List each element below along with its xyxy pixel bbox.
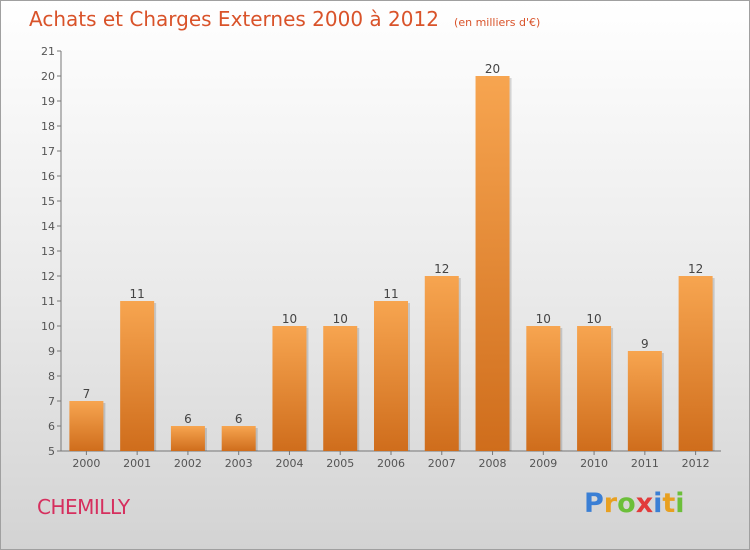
y-tick-label: 16 — [41, 170, 55, 183]
x-tick-label: 2000 — [72, 457, 100, 470]
bar-value-label: 6 — [235, 412, 243, 426]
bar-value-label: 10 — [536, 312, 551, 326]
bar — [475, 76, 510, 451]
y-tick-label: 9 — [48, 345, 55, 358]
logo-letter: i — [675, 488, 685, 519]
bar — [69, 401, 104, 451]
x-tick-label: 2001 — [123, 457, 151, 470]
title-block: Achats et Charges Externes 2000 à 2012 (… — [29, 7, 540, 31]
bar — [678, 276, 713, 451]
bar — [323, 326, 358, 451]
x-tick-label: 2004 — [275, 457, 303, 470]
logo-letter: r — [603, 488, 618, 519]
bar — [374, 301, 408, 451]
bar — [577, 326, 612, 451]
y-tick-label: 11 — [41, 295, 55, 308]
x-tick-label: 2012 — [682, 457, 710, 470]
x-tick-label: 2005 — [326, 457, 354, 470]
bars — [69, 76, 715, 451]
logo-letter: P — [584, 488, 604, 519]
bar-value-label: 9 — [641, 337, 649, 351]
x-tick-label: 2006 — [377, 457, 405, 470]
y-tick-label: 20 — [41, 70, 55, 83]
y-tick-label: 7 — [48, 395, 55, 408]
y-tick-label: 13 — [41, 245, 55, 258]
y-tick-label: 14 — [41, 220, 55, 233]
y-tick-label: 6 — [48, 420, 55, 433]
logo-letter: o — [617, 488, 636, 519]
y-tick-label: 8 — [48, 370, 55, 383]
y-tick-label: 21 — [41, 45, 55, 58]
bar-value-label: 10 — [586, 312, 601, 326]
bar — [526, 326, 561, 451]
logo-letter: i — [653, 488, 663, 519]
bar — [221, 426, 256, 451]
logo-letter: t — [662, 488, 676, 519]
y-tick-label: 18 — [41, 120, 55, 133]
y-tick-label: 17 — [41, 145, 55, 158]
x-tick-label: 2007 — [428, 457, 456, 470]
chart-unit: (en milliers d'€) — [454, 16, 541, 29]
bar-value-label: 11 — [383, 287, 398, 301]
bar-value-label: 20 — [485, 62, 500, 76]
bar — [627, 351, 662, 451]
x-tick-label: 2011 — [631, 457, 659, 470]
bar-value-label: 11 — [130, 287, 145, 301]
x-tick-label: 2008 — [479, 457, 507, 470]
x-tick-label: 2003 — [225, 457, 253, 470]
proxiti-logo[interactable]: Proxiti — [584, 488, 685, 519]
chart-title: Achats et Charges Externes 2000 à 2012 — [29, 7, 439, 31]
bar — [272, 326, 307, 451]
y-tick-label: 15 — [41, 195, 55, 208]
bar-value-label: 7 — [83, 387, 91, 401]
y-tick-label: 10 — [41, 320, 55, 333]
x-tick-label: 2010 — [580, 457, 608, 470]
commune-name: CHEMILLY — [37, 495, 130, 519]
bar-value-label: 10 — [282, 312, 297, 326]
logo-letter: x — [635, 488, 654, 519]
bar — [120, 301, 155, 451]
bar-value-label: 10 — [333, 312, 348, 326]
x-tick-label: 2009 — [529, 457, 557, 470]
y-tick-label: 19 — [41, 95, 55, 108]
bar — [424, 276, 459, 451]
bar-value-label: 12 — [434, 262, 449, 276]
labels: 7 2000 11 2001 6 2002 6 2003 10 2004 10 2005 11 2006 1… — [72, 62, 709, 470]
bar — [170, 426, 205, 451]
y-tick-label: 12 — [41, 270, 55, 283]
bar-value-label: 12 — [688, 262, 703, 276]
x-tick-label: 2002 — [174, 457, 202, 470]
bar-value-label: 6 — [184, 412, 192, 426]
y-tick-label: 5 — [48, 445, 55, 458]
